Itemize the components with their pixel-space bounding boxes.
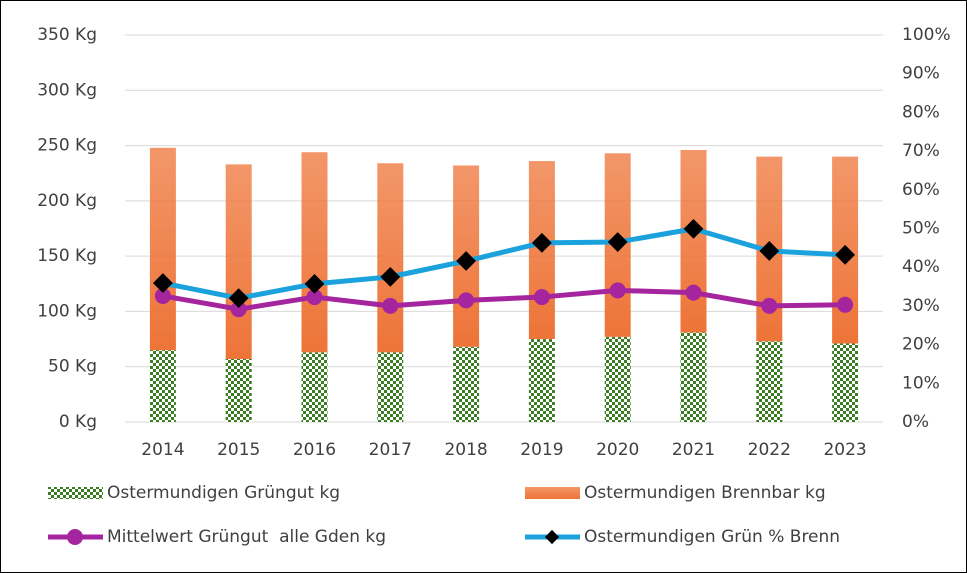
line-marker [304, 273, 325, 294]
y-tick-label: 350 Kg [37, 25, 97, 45]
line [162, 226, 846, 301]
line-marker [228, 288, 249, 309]
bar [301, 152, 328, 353]
y2-tick-label: 60% [902, 180, 940, 200]
legend-marker [544, 529, 560, 545]
bar [225, 164, 252, 359]
line-marker [837, 296, 854, 313]
x-tick-label: 2023 [823, 440, 866, 460]
y-tick-label: 250 Kg [37, 136, 97, 156]
bar [604, 336, 631, 422]
legend-label: Mittelwert Grüngut alle Gden kg [107, 527, 386, 547]
bar [832, 343, 859, 422]
x-tick-label: 2020 [596, 440, 639, 460]
bar [453, 346, 480, 422]
x-tick-label: 2015 [217, 440, 260, 460]
y2-tick-label: 90% [902, 64, 940, 84]
y-tick-label: 100 Kg [37, 301, 97, 321]
bar [377, 352, 404, 422]
bar [680, 332, 707, 422]
x-tick-label: 2017 [369, 440, 412, 460]
y2-tick-label: 70% [902, 141, 940, 161]
y-tick-label: 0 Kg [59, 412, 97, 432]
x-tick-label: 2014 [141, 440, 184, 460]
line-marker [380, 266, 401, 287]
line-marker [533, 289, 550, 306]
x-tick-label: 2021 [672, 440, 715, 460]
y2-tick-label: 30% [902, 296, 940, 316]
y2-tick-label: 40% [902, 257, 940, 277]
y-tick-label: 200 Kg [37, 191, 97, 211]
y-tick-label: 50 Kg [48, 357, 97, 377]
y-tick-label: 300 Kg [37, 80, 97, 100]
line-marker [153, 273, 173, 293]
line-marker [761, 297, 778, 314]
y2-tick-label: 100% [902, 25, 951, 45]
y2-tick-label: 50% [902, 219, 940, 239]
y2-tick-label: 20% [902, 335, 940, 355]
x-tick-label: 2018 [444, 440, 487, 460]
line [162, 287, 846, 312]
bar [528, 339, 555, 422]
bar [301, 352, 328, 422]
y2-tick-label: 0% [902, 412, 929, 432]
legend-label: Ostermundigen Brennbar kg [584, 483, 826, 503]
line-marker [382, 297, 399, 314]
y2-tick-label: 80% [902, 102, 940, 122]
line-marker [685, 284, 702, 301]
x-tick-label: 2019 [520, 440, 563, 460]
y2-tick-label: 10% [902, 373, 940, 393]
y-tick-label: 150 Kg [37, 246, 97, 266]
bar [756, 341, 783, 422]
legend-swatch [525, 487, 580, 499]
bar [225, 358, 252, 422]
line-marker [458, 292, 475, 309]
line-marker [154, 287, 171, 304]
legend-label: Ostermundigen Grüngut kg [107, 483, 340, 503]
line-marker [609, 282, 626, 299]
bar [149, 350, 176, 422]
legend-label: Ostermundigen Grün % Brenn [584, 527, 840, 547]
line-marker [306, 289, 323, 306]
bar [149, 147, 176, 351]
line-marker [230, 301, 247, 318]
legend-marker [67, 529, 83, 545]
bar [680, 149, 707, 333]
x-tick-label: 2016 [293, 440, 336, 460]
bar [377, 163, 404, 353]
legend-swatch [48, 487, 103, 499]
line-marker [456, 251, 476, 271]
x-tick-label: 2022 [748, 440, 791, 460]
